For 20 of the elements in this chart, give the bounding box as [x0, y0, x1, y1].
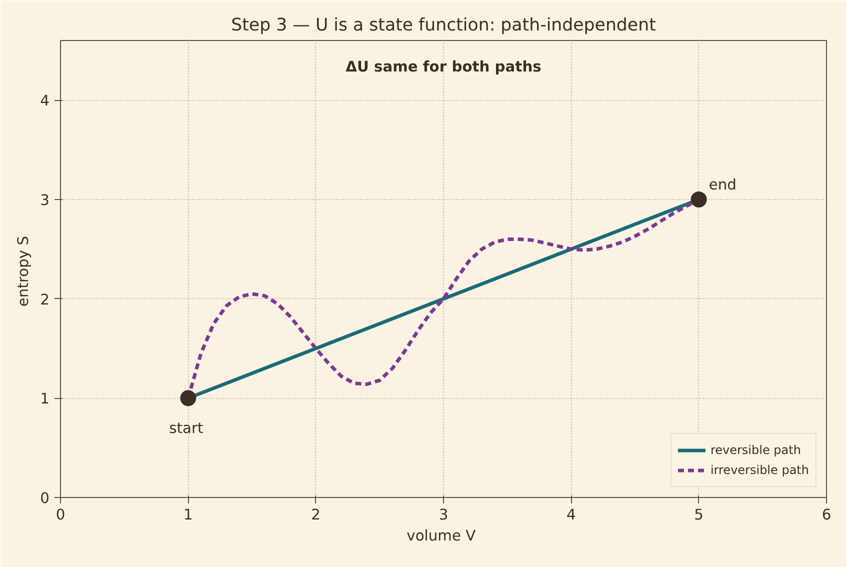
legend-label: irreversible path [710, 463, 809, 477]
y-axis-title: entropy S [15, 236, 32, 307]
annotation: end [708, 176, 736, 194]
x-tick-label: 0 [56, 506, 66, 524]
x-axis-title: volume V [406, 528, 476, 544]
y-tick-label: 2 [40, 291, 50, 308]
x-tick-label: 2 [311, 506, 320, 524]
x-tick-label: 4 [566, 506, 576, 524]
legend-label: reversible path [710, 443, 801, 457]
x-tick-label: 1 [184, 506, 193, 524]
y-tick-label: 0 [40, 490, 50, 507]
y-tick-label: 1 [40, 390, 50, 408]
x-tick-label: 5 [694, 506, 704, 524]
y-tick-label: 4 [40, 92, 50, 110]
y-tick-label: 3 [40, 192, 50, 209]
x-tick-label: 3 [438, 506, 448, 524]
chart-title: Step 3 — U is a state function: path-independent [231, 16, 656, 36]
annotation: ΔU same for both paths [346, 58, 542, 76]
annotation: start [169, 420, 204, 438]
x-tick-label: 6 [822, 506, 832, 524]
